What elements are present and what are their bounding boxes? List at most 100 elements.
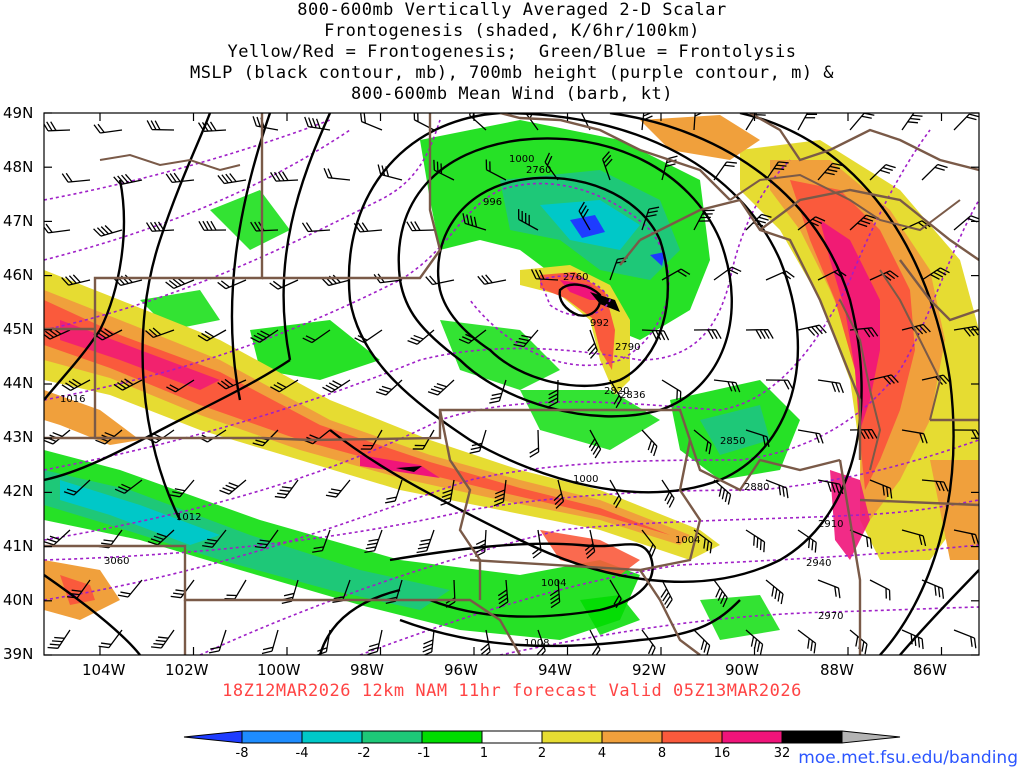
wind-barb bbox=[198, 220, 227, 231]
wind-barb bbox=[117, 579, 143, 598]
colorbar-tick: 4 bbox=[597, 746, 607, 761]
mslp-label: 1004 bbox=[675, 535, 700, 546]
lon-label: 102W bbox=[165, 661, 209, 679]
wind-barb bbox=[548, 379, 559, 408]
wind-barb bbox=[61, 274, 91, 286]
wind-barb bbox=[921, 479, 949, 492]
wind-barb bbox=[817, 379, 844, 394]
wind-barb bbox=[147, 529, 175, 546]
wind-barb bbox=[208, 629, 227, 654]
height-contours bbox=[44, 119, 979, 655]
wind-barb bbox=[817, 269, 847, 281]
wind-barb bbox=[145, 221, 175, 232]
wind-barb bbox=[529, 429, 540, 458]
wind-barb bbox=[589, 629, 601, 655]
wind-barb bbox=[641, 113, 654, 131]
lat-label: 48N bbox=[3, 158, 34, 176]
wind-barb bbox=[901, 220, 931, 231]
lon-label: 92W bbox=[632, 661, 666, 679]
wind-barb bbox=[953, 529, 979, 545]
height-label: 2850 bbox=[720, 436, 745, 447]
wind-barb bbox=[660, 579, 673, 609]
wind-barb bbox=[113, 274, 143, 287]
wind-barb bbox=[367, 629, 383, 655]
colorbar-tick: 2 bbox=[537, 746, 547, 761]
wind-barb bbox=[44, 121, 71, 132]
wind-barb bbox=[609, 479, 622, 509]
lon-label: 104W bbox=[82, 661, 126, 679]
wind-barb bbox=[469, 113, 487, 131]
mslp-label: 992 bbox=[590, 318, 609, 329]
colorbar-cells bbox=[183, 730, 901, 744]
wind-barb bbox=[281, 579, 299, 605]
mslp-label: 1016 bbox=[60, 394, 85, 405]
frontogenesis-shading bbox=[44, 115, 979, 640]
wind-barb bbox=[375, 379, 403, 396]
wind-barb bbox=[113, 378, 143, 391]
lat-label: 49N bbox=[3, 104, 34, 122]
lat-label: 39N bbox=[3, 645, 34, 663]
source-credit[interactable]: moe.met.fsu.edu/banding bbox=[798, 748, 1018, 768]
wind-barb bbox=[745, 328, 774, 340]
wind-barb bbox=[869, 164, 896, 181]
wind-barb bbox=[513, 329, 539, 348]
colorbar-cell bbox=[781, 730, 843, 744]
wind-barb bbox=[475, 529, 487, 558]
mslp-label: 996 bbox=[483, 197, 502, 208]
wind-barb bbox=[661, 379, 682, 402]
lat-label: 44N bbox=[3, 374, 34, 392]
colorbar-cell bbox=[183, 730, 243, 744]
wind-barb bbox=[302, 329, 331, 344]
wind-barb bbox=[412, 429, 435, 450]
wind-barb bbox=[953, 629, 977, 649]
colorbar-cell bbox=[721, 730, 783, 744]
colorbar-cell bbox=[481, 730, 543, 744]
wind-barb bbox=[849, 529, 873, 549]
colorbar-tick: -2 bbox=[357, 746, 371, 761]
wind-barb bbox=[797, 629, 817, 654]
lon-label: 100W bbox=[257, 661, 301, 679]
chart-title: 800-600mb Vertically Averaged 2-D Scalar… bbox=[0, 0, 1024, 105]
height-label: 3060 bbox=[104, 556, 129, 567]
title-line-2: Frontogenesis (shaded, K/6hr/100km) bbox=[324, 21, 700, 41]
wind-barb bbox=[165, 276, 195, 290]
wind-barb bbox=[524, 113, 539, 131]
wind-barb bbox=[641, 206, 660, 231]
wind-barb bbox=[713, 579, 728, 608]
wind-barb bbox=[323, 167, 351, 181]
wind-barb bbox=[47, 629, 71, 649]
wind-barb bbox=[765, 579, 784, 605]
wind-barb bbox=[693, 329, 722, 340]
wind-barbs bbox=[44, 113, 979, 655]
colorbar-cell bbox=[661, 730, 723, 744]
wind-barb bbox=[745, 113, 768, 131]
wind-barb bbox=[146, 120, 175, 131]
wind-barb bbox=[165, 172, 195, 183]
wind-barb bbox=[425, 275, 455, 286]
lon-label: 90W bbox=[725, 661, 759, 679]
wind-barb bbox=[252, 116, 279, 131]
wind-barb bbox=[693, 529, 713, 554]
wind-barb bbox=[797, 324, 827, 336]
wind-barb bbox=[661, 479, 675, 508]
wind-barb bbox=[114, 479, 143, 494]
wind-barb bbox=[489, 379, 507, 404]
wind-barb bbox=[693, 209, 715, 231]
lat-label: 42N bbox=[3, 482, 34, 500]
colorbar-tick: 16 bbox=[713, 746, 731, 761]
lon-label: 98W bbox=[350, 661, 384, 679]
wind-barb bbox=[713, 479, 732, 505]
wind-barb bbox=[197, 329, 227, 342]
wind-barb bbox=[745, 429, 770, 447]
wind-barb bbox=[497, 579, 509, 609]
wind-barb bbox=[693, 629, 711, 655]
height-label: 2760 bbox=[526, 165, 551, 176]
wind-barb bbox=[151, 629, 175, 649]
colorbar-cell bbox=[421, 730, 483, 744]
wind-barb bbox=[61, 378, 91, 391]
wind-barb bbox=[427, 379, 455, 396]
colorbar-cell bbox=[361, 730, 423, 744]
mslp-label: 1000 bbox=[509, 154, 534, 165]
wind-barb bbox=[321, 274, 351, 287]
wind-barb bbox=[869, 374, 899, 385]
